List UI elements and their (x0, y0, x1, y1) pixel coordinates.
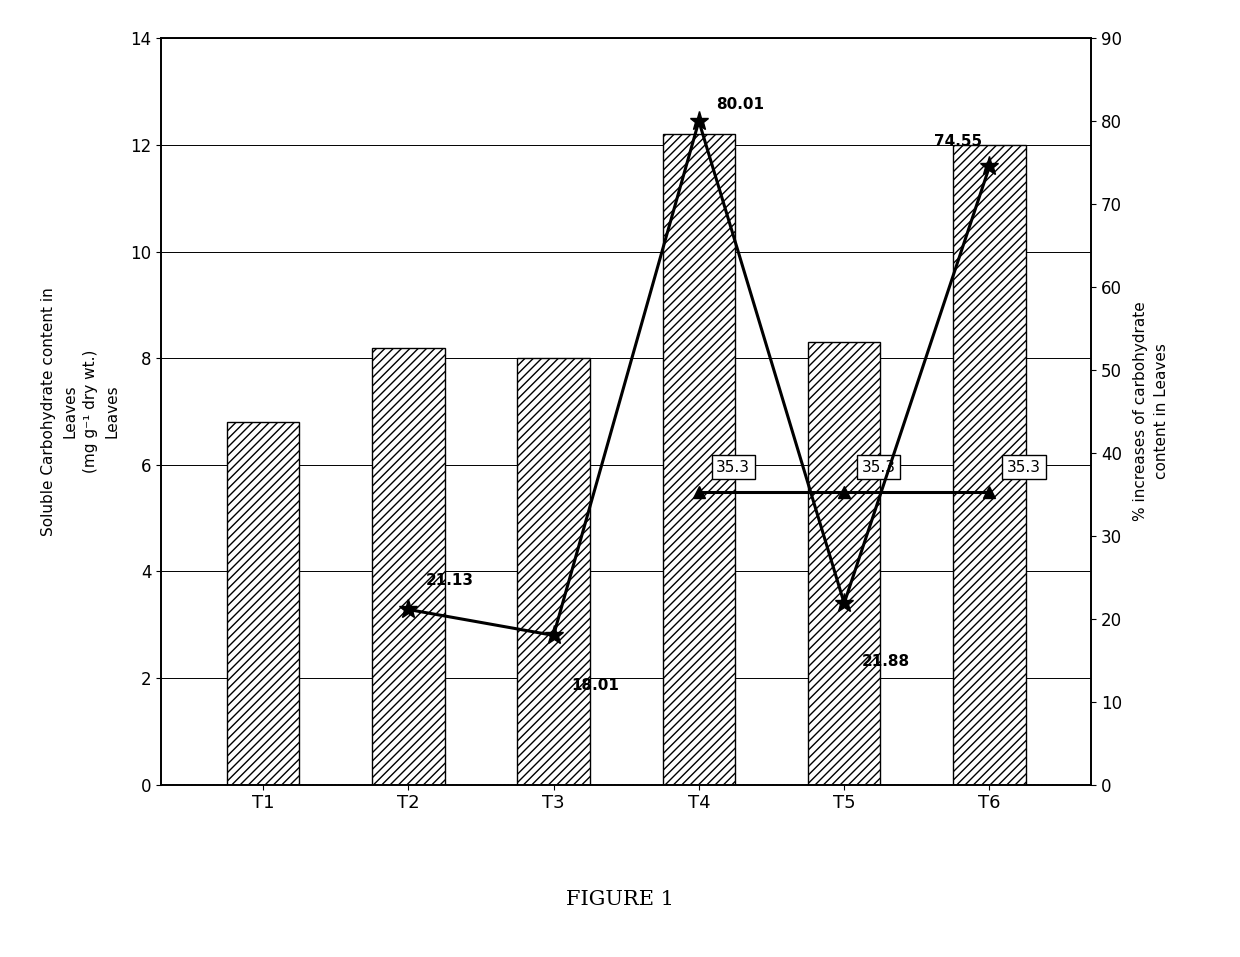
Bar (227, 422, 299, 785)
Bar (517, 358, 590, 785)
Text: 35.3: 35.3 (717, 459, 750, 475)
Text: 18.01: 18.01 (570, 678, 619, 693)
Text: FIGURE 1: FIGURE 1 (565, 890, 675, 909)
Bar (807, 343, 880, 785)
Bar (372, 347, 445, 785)
Text: 21.13: 21.13 (425, 573, 474, 588)
Text: 74.55: 74.55 (934, 134, 982, 149)
Y-axis label: Soluble Carbohydrate content in
Leaves
(mg g⁻¹ dry wt.)
Leaves: Soluble Carbohydrate content in Leaves (… (41, 287, 119, 536)
Y-axis label: % increases of carbohydrate
content in Leaves: % increases of carbohydrate content in L… (1133, 301, 1169, 522)
Text: 35.3: 35.3 (1007, 459, 1040, 475)
Bar (954, 145, 1025, 785)
Text: 35.3: 35.3 (862, 459, 895, 475)
Bar (662, 134, 735, 785)
Text: 80.01: 80.01 (717, 97, 764, 112)
Text: 21.88: 21.88 (862, 654, 910, 669)
